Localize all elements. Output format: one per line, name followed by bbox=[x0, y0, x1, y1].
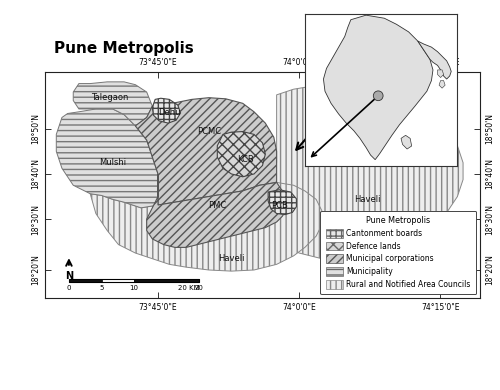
Text: PCB: PCB bbox=[271, 200, 288, 209]
Polygon shape bbox=[418, 41, 451, 79]
Bar bbox=[134, 279, 200, 282]
Polygon shape bbox=[266, 87, 463, 262]
Polygon shape bbox=[439, 81, 445, 88]
Polygon shape bbox=[268, 190, 296, 215]
Polygon shape bbox=[401, 135, 411, 149]
Text: 20: 20 bbox=[195, 285, 204, 291]
Text: 5: 5 bbox=[100, 285, 103, 291]
Bar bbox=[69, 279, 200, 282]
Text: Haveli: Haveli bbox=[354, 195, 380, 204]
Text: 0: 0 bbox=[66, 285, 71, 291]
Text: PMC: PMC bbox=[208, 200, 227, 209]
Text: Pune Metropolis: Pune Metropolis bbox=[54, 41, 194, 56]
Text: 10: 10 bbox=[130, 285, 138, 291]
Polygon shape bbox=[218, 131, 266, 177]
Bar bbox=[69, 279, 102, 282]
Polygon shape bbox=[324, 15, 433, 160]
Polygon shape bbox=[146, 174, 288, 247]
Text: N: N bbox=[65, 271, 73, 281]
Text: Mulshi: Mulshi bbox=[99, 158, 126, 167]
Polygon shape bbox=[438, 70, 444, 78]
Polygon shape bbox=[90, 183, 322, 271]
Legend: Cantonment boards, Defence lands, Municipal corporations, Municipality, Rural an: Cantonment boards, Defence lands, Munici… bbox=[320, 211, 476, 294]
Text: 20 KM: 20 KM bbox=[178, 285, 200, 291]
Text: KCB: KCB bbox=[237, 155, 254, 164]
Polygon shape bbox=[152, 98, 180, 123]
Circle shape bbox=[374, 91, 383, 101]
Text: PCMC: PCMC bbox=[197, 127, 221, 136]
Bar bbox=[102, 279, 134, 282]
Polygon shape bbox=[56, 109, 158, 208]
Polygon shape bbox=[136, 98, 276, 205]
Text: Talegaon: Talegaon bbox=[92, 93, 128, 102]
Text: Haveli: Haveli bbox=[218, 254, 244, 263]
Text: Dehu: Dehu bbox=[158, 108, 180, 117]
Polygon shape bbox=[73, 82, 152, 126]
